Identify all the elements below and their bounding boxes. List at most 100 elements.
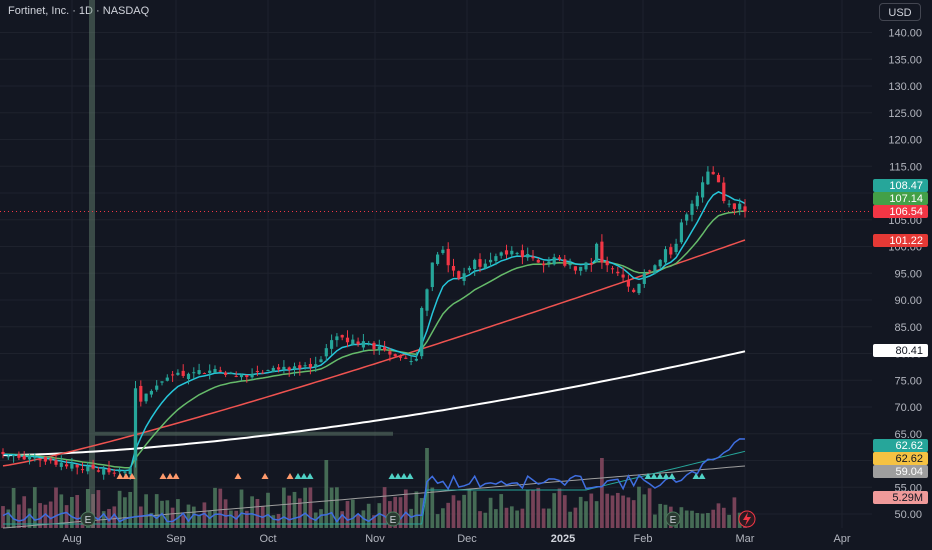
price-tick-label: 85.00 xyxy=(894,322,922,334)
candle-body xyxy=(743,206,747,212)
volume-bar xyxy=(541,508,546,528)
candle-body xyxy=(732,203,736,210)
volume-bar xyxy=(435,514,440,528)
candle-body xyxy=(287,367,291,371)
candle-body xyxy=(314,364,318,368)
candle-body xyxy=(54,460,58,465)
volume-bar xyxy=(557,488,562,528)
buy-signal-marker xyxy=(644,473,652,479)
buy-signal-marker xyxy=(166,473,174,479)
indicator-badge-bg xyxy=(873,452,928,465)
volume-bar xyxy=(462,494,466,528)
volume-bar xyxy=(282,487,286,528)
volume-bar xyxy=(345,501,350,528)
price-tick-label: 135.00 xyxy=(888,54,922,66)
buy-signal-marker xyxy=(122,473,130,479)
candle-body xyxy=(340,334,344,338)
candle-body xyxy=(669,247,673,255)
price-badge: 101.22 xyxy=(873,234,928,247)
volume-bar xyxy=(594,501,599,528)
candle-body xyxy=(149,390,153,395)
candle-body xyxy=(589,262,593,265)
volume-bar xyxy=(138,506,143,528)
volume-bar xyxy=(85,489,90,528)
price-tick-label: 120.00 xyxy=(888,135,922,147)
earnings-marker-label: E xyxy=(390,515,397,526)
price-tick-label: 70.00 xyxy=(894,402,922,414)
volume-bar xyxy=(91,494,95,528)
volume-bar xyxy=(727,514,731,528)
candle-body xyxy=(224,372,228,375)
candle-body xyxy=(446,248,450,266)
candle-body xyxy=(197,370,201,374)
candle-body xyxy=(43,456,47,462)
candle-body xyxy=(128,467,132,475)
candle-body xyxy=(489,259,493,263)
candle-body xyxy=(515,252,519,254)
volume-bar xyxy=(133,433,138,528)
candle-body xyxy=(701,182,705,198)
volume-bar xyxy=(107,508,111,528)
price-badge: 106.54 xyxy=(873,205,928,218)
volume-bar xyxy=(732,497,737,528)
volume-bar xyxy=(112,506,117,528)
volume-bar xyxy=(600,458,604,528)
indicator-badge-value: 5.29M xyxy=(892,492,923,504)
volume-bar xyxy=(276,513,281,528)
volume-bar xyxy=(17,504,21,528)
volume-bar xyxy=(340,511,345,528)
candle-body xyxy=(393,354,397,357)
volume-bar xyxy=(366,503,371,528)
volume-bar xyxy=(568,511,572,528)
buy-signal-marker xyxy=(159,473,167,479)
crosshair-horizontal xyxy=(95,431,393,436)
ema-fast-line xyxy=(2,191,746,472)
ema-slow-line xyxy=(2,239,746,467)
volume-bar xyxy=(11,487,16,528)
candle-body xyxy=(383,347,387,351)
volume-bar xyxy=(605,493,610,528)
candle-body xyxy=(202,373,206,375)
candle-body xyxy=(727,203,731,205)
candle-body xyxy=(494,256,498,261)
volume-bar xyxy=(562,495,567,528)
candle-body xyxy=(345,337,350,343)
candle-body xyxy=(504,250,509,255)
candle-body xyxy=(462,273,466,281)
candle-body xyxy=(27,455,32,460)
volume-bar xyxy=(144,494,148,528)
volume-bar xyxy=(467,488,472,528)
candle-body xyxy=(658,259,662,267)
price-badge-bg xyxy=(873,344,928,357)
volume-bar xyxy=(70,496,74,528)
volume-bar xyxy=(223,499,228,528)
volume-bar xyxy=(213,487,217,528)
volume-bar xyxy=(170,507,175,528)
volume-bar xyxy=(255,498,260,528)
candle-body xyxy=(213,369,217,373)
earnings-marker-circle xyxy=(80,511,96,527)
volume-bar xyxy=(403,489,408,528)
price-badges: 108.47107.14106.54101.2280.4162.6262.625… xyxy=(873,179,928,504)
indicator-badge-bg xyxy=(873,491,928,504)
volume-bar xyxy=(536,487,541,528)
volume-bar xyxy=(356,514,360,528)
candle-body xyxy=(642,273,646,284)
volume-bar xyxy=(721,507,726,528)
candle-body xyxy=(557,257,562,260)
price-badge-value: 108.47 xyxy=(889,180,923,192)
currency-button[interactable]: USD xyxy=(879,3,921,21)
candle-body xyxy=(123,471,127,473)
candle-body xyxy=(234,375,238,377)
buy-signal-marker xyxy=(300,473,308,479)
crosshair xyxy=(89,0,393,528)
candle-body xyxy=(133,388,138,461)
volume-bar xyxy=(123,497,127,528)
earnings-marker-circle xyxy=(385,511,401,527)
volume-bar xyxy=(451,495,456,528)
volume-bar xyxy=(515,510,519,528)
volume-bar xyxy=(684,510,689,528)
candle-body xyxy=(685,214,689,221)
volume-bar xyxy=(250,496,254,528)
